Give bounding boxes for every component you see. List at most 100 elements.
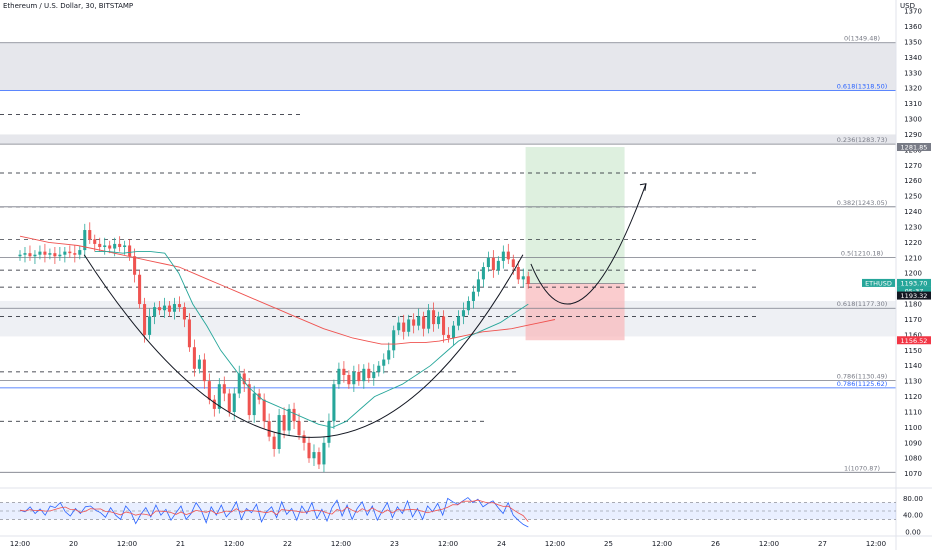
candle [153,307,157,317]
candle [68,251,72,254]
price-tick-label: 1090 [904,439,922,447]
candle [427,310,431,329]
candle [187,319,191,348]
candle [247,384,251,416]
candle [38,251,42,255]
price-tick-label: 1130 [904,378,922,386]
candle [232,393,236,412]
price-tick-label: 1310 [904,100,922,108]
candle [113,243,117,249]
candle [177,304,181,308]
price-label-text: 1193.32 [901,292,928,300]
candle [118,243,122,247]
price-tick-label: 1260 [904,177,922,185]
zone-band [0,134,896,145]
candle [412,319,416,326]
candle [461,310,466,317]
candle [292,408,296,422]
rsi-tick-label: 80.00 [903,495,923,503]
candle [282,415,286,431]
fib-level-label: 1(1070.87) [844,464,880,472]
candle [312,452,316,459]
price-label-box [897,336,931,345]
candle [98,243,102,247]
price-tick-label: 1230 [904,223,922,231]
fib-level-label: 0.618(1177.30) [837,300,888,308]
candle [73,253,77,255]
time-tick-label: 12:00 [866,540,886,548]
rsi-signal-line [19,499,529,522]
price-tick-label: 1170 [904,316,922,324]
ema-red-line [19,235,556,345]
time-tick-label: 22 [283,540,292,548]
candle [212,399,216,409]
candle [242,373,246,385]
projection-arrowhead [639,183,647,191]
price-tick-label: 1070 [904,470,922,478]
price-tick-label: 1220 [904,239,922,247]
candle [207,381,211,400]
candle [217,384,221,409]
time-tick-label: 12:00 [759,540,779,548]
price-label-text: 1193.70 [901,279,928,287]
price-tick-label: 1270 [904,162,922,170]
candle [43,251,47,255]
candle [128,245,132,257]
candle [367,368,371,379]
candle [322,442,326,465]
price-label-text: 1156.52 [901,337,928,345]
candle [267,421,271,437]
time-tick-label: 24 [497,540,506,548]
fib-level-label: 0.236(1283.73) [837,136,888,144]
fib-level-label: 0.786(1125.62) [837,380,888,388]
time-tick-label: 12:00 [438,540,458,548]
candle [88,230,92,240]
candle [382,359,386,366]
candle [148,316,152,335]
candle [471,291,475,301]
candle [511,259,515,268]
candle [506,251,510,260]
zone-band [0,42,896,91]
candle [287,408,291,431]
cup-curve [83,254,524,438]
candle [352,371,356,385]
rsi-tick-label: 40.00 [903,512,923,520]
time-tick-label: 26 [711,540,720,548]
candle [48,253,52,255]
fib-level-label: 0.618(1318.50) [837,82,888,90]
candle [172,304,176,312]
projection-curve [530,183,647,305]
time-tick-label: 21 [176,540,185,548]
price-tick-label: 1300 [904,116,922,124]
time-tick-label: 23 [390,540,399,548]
price-label-text: 05:37 [905,287,924,295]
candle [108,245,112,249]
candle [422,316,426,329]
candle [407,319,411,332]
currency-label: USD [900,2,915,10]
candle [143,304,147,335]
candle [58,254,62,257]
candle [262,399,266,422]
ema-green-line [94,251,529,428]
candle [451,325,456,338]
candle [357,371,361,382]
candle [521,276,525,280]
price-label-text: 1281.85 [901,144,928,152]
price-tick-label: 1150 [904,347,922,355]
candle [347,374,351,385]
candle [227,393,231,412]
candle [402,322,406,332]
candle [446,334,451,338]
zone-band [0,300,896,337]
stop-zone [525,283,625,341]
price-tick-label: 1140 [904,362,922,370]
price-label-box [897,143,931,152]
candle [432,310,436,325]
price-tick-label: 1360 [904,23,922,31]
candle [466,300,470,311]
candle [78,250,82,255]
